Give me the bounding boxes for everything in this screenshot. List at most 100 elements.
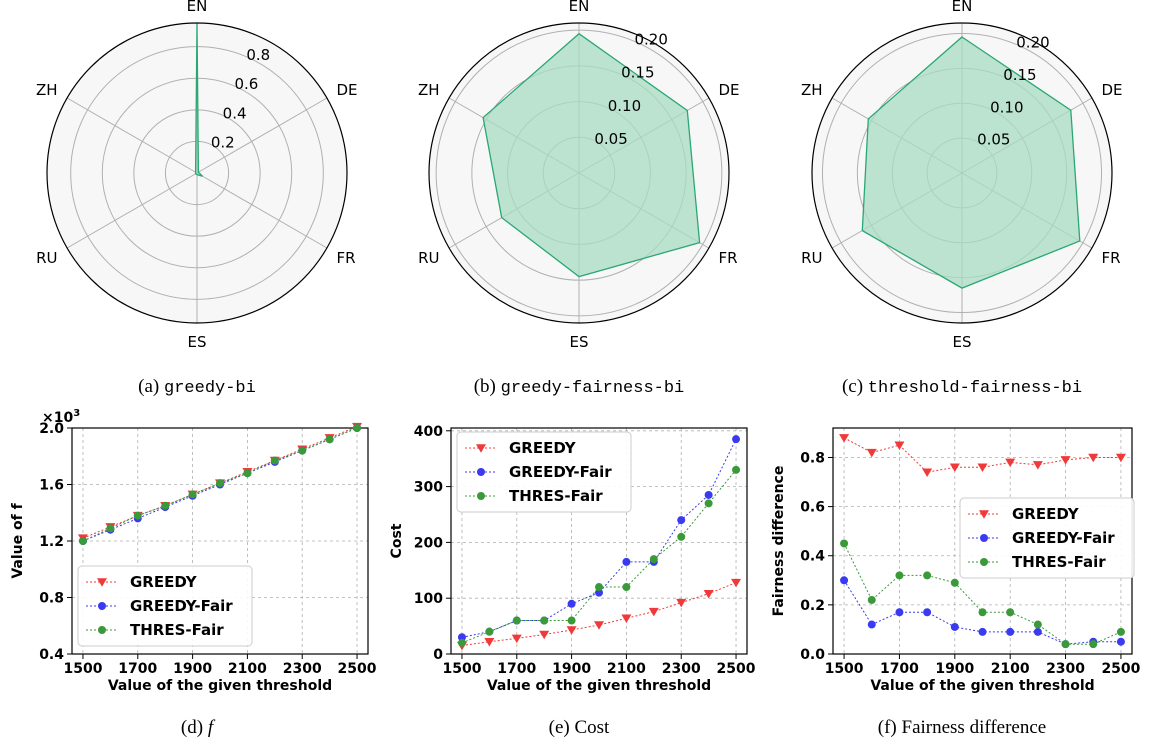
line-point [270, 456, 279, 465]
legend: GREEDY GREEDY-Fair THRES-Fair [456, 431, 632, 513]
radar-axis-label: ZH [418, 81, 440, 99]
line-chart-5: 1500 1700 1900 2100 2300 2500 0.0 0.2 0.4 0.6 0.8 V… [771, 427, 1141, 694]
line-point [895, 608, 904, 617]
x-tick-label: 2100 [228, 661, 267, 677]
radar-axis-label: FR [336, 249, 355, 267]
line-point [567, 599, 576, 608]
line-point [485, 627, 494, 636]
radar-series-area [861, 36, 1081, 289]
legend-label: GREEDY-Fair [1012, 529, 1115, 547]
radar-axis-label: ES [570, 333, 589, 351]
line-point [676, 598, 687, 608]
x-tick-label: 2300 [662, 661, 701, 677]
x-tick-label: 1700 [118, 661, 157, 677]
radar-rtick-label: 0.6 [234, 75, 258, 93]
line-point [649, 555, 658, 564]
line-point [476, 444, 486, 453]
series-line [82, 426, 358, 539]
line-point [353, 424, 362, 432]
line-point [839, 434, 850, 443]
line-point [98, 602, 106, 610]
line-point [979, 510, 989, 519]
caption-c-prefix: (c) [841, 376, 868, 397]
line-point [978, 627, 987, 636]
line-point [595, 583, 603, 592]
line-point [923, 608, 932, 617]
line-point [594, 621, 604, 630]
legend-box [959, 497, 1135, 579]
y-tick-label: 0.2 [800, 598, 825, 614]
radar-rtick-label: 0.15 [621, 64, 654, 82]
radar-chart-2: 0.05 0.10 0.15 0.20 EN DE FR ES RU ZH [801, 0, 1123, 351]
line-point [1006, 627, 1015, 636]
line-point [703, 589, 714, 599]
radar-rtick-label: 0.15 [1003, 66, 1036, 84]
caption-e-prefix: (e) [548, 717, 575, 738]
caption-f: (f) Fairness difference [878, 717, 1046, 739]
caption-a: (a) greedy-bi [138, 376, 256, 398]
line-point [950, 578, 959, 587]
caption-d: (d) f [181, 717, 213, 739]
radar-axis-label: FR [1101, 249, 1120, 267]
y-multiplier-exp: 3 [73, 408, 80, 419]
radar-series-area [194, 22, 203, 177]
line-point [1061, 640, 1070, 649]
legend-box [456, 431, 632, 513]
line-point [1060, 456, 1071, 465]
y-tick-label: 300 [414, 480, 443, 496]
x-tick-label: 2100 [991, 661, 1030, 677]
line-point [511, 634, 522, 644]
legend-label: GREEDY-Fair [509, 463, 612, 481]
line-point [567, 616, 576, 625]
line-point [243, 469, 252, 478]
radar-outer-frame [428, 22, 730, 324]
line-point [894, 441, 905, 450]
line-point [216, 479, 224, 488]
x-tick-label: 1700 [497, 661, 536, 677]
legend-box [77, 565, 253, 647]
line-point [923, 571, 932, 580]
legend-label: THRES-Fair [1012, 553, 1106, 571]
line-point [895, 571, 904, 580]
line-point [648, 607, 659, 617]
line-point [133, 511, 142, 520]
radar-rtick-label: 0.4 [223, 104, 247, 122]
radar-outer-frame [46, 22, 348, 324]
line-point [978, 608, 987, 617]
caption-b: (b) greedy-fairness-bi [474, 376, 685, 398]
y-tick-label: 0 [433, 647, 443, 663]
line-point [1005, 458, 1016, 468]
x-tick-label: 2500 [717, 661, 756, 677]
x-tick-label: 2500 [1101, 661, 1140, 677]
line-point [922, 468, 933, 477]
radar-spoke [66, 172, 198, 249]
radar-rtick-label: 0.20 [635, 31, 668, 49]
x-tick-label: 2300 [1046, 661, 1085, 677]
y-multiplier: ×103 [42, 408, 80, 426]
radar-axis-label: ZH [36, 81, 58, 99]
x-tick-label: 1500 [63, 661, 102, 677]
line-point [512, 616, 521, 625]
caption-f-prefix: (f) [877, 717, 902, 738]
line-point [704, 499, 713, 508]
radar-series-area [482, 32, 701, 278]
radar-axis-label: DE [1101, 81, 1122, 99]
line-point [484, 637, 495, 647]
line-point [950, 622, 959, 631]
radar-rtick-label: 0.10 [608, 97, 641, 115]
x-tick-label: 1500 [442, 661, 481, 677]
y-tick-label: 1.2 [39, 534, 64, 550]
line-chart-3: 1500 1700 1900 2100 2300 2500 0.4 0.8 1.2 1.6 2.0 V… [10, 408, 377, 694]
line-point [1033, 627, 1042, 636]
radar-axis-label: RU [801, 249, 822, 267]
plot-frame [450, 427, 748, 655]
radar-rtick-label: 0.10 [990, 98, 1023, 116]
caption-b-name: greedy-fairness-bi [500, 379, 685, 398]
legend-label: THRES-Fair [509, 487, 603, 505]
line-point [980, 558, 988, 566]
caption-a-name: greedy-bi [164, 379, 256, 398]
line-point [949, 463, 960, 473]
x-tick-label: 1900 [173, 661, 212, 677]
line-point [980, 534, 988, 542]
